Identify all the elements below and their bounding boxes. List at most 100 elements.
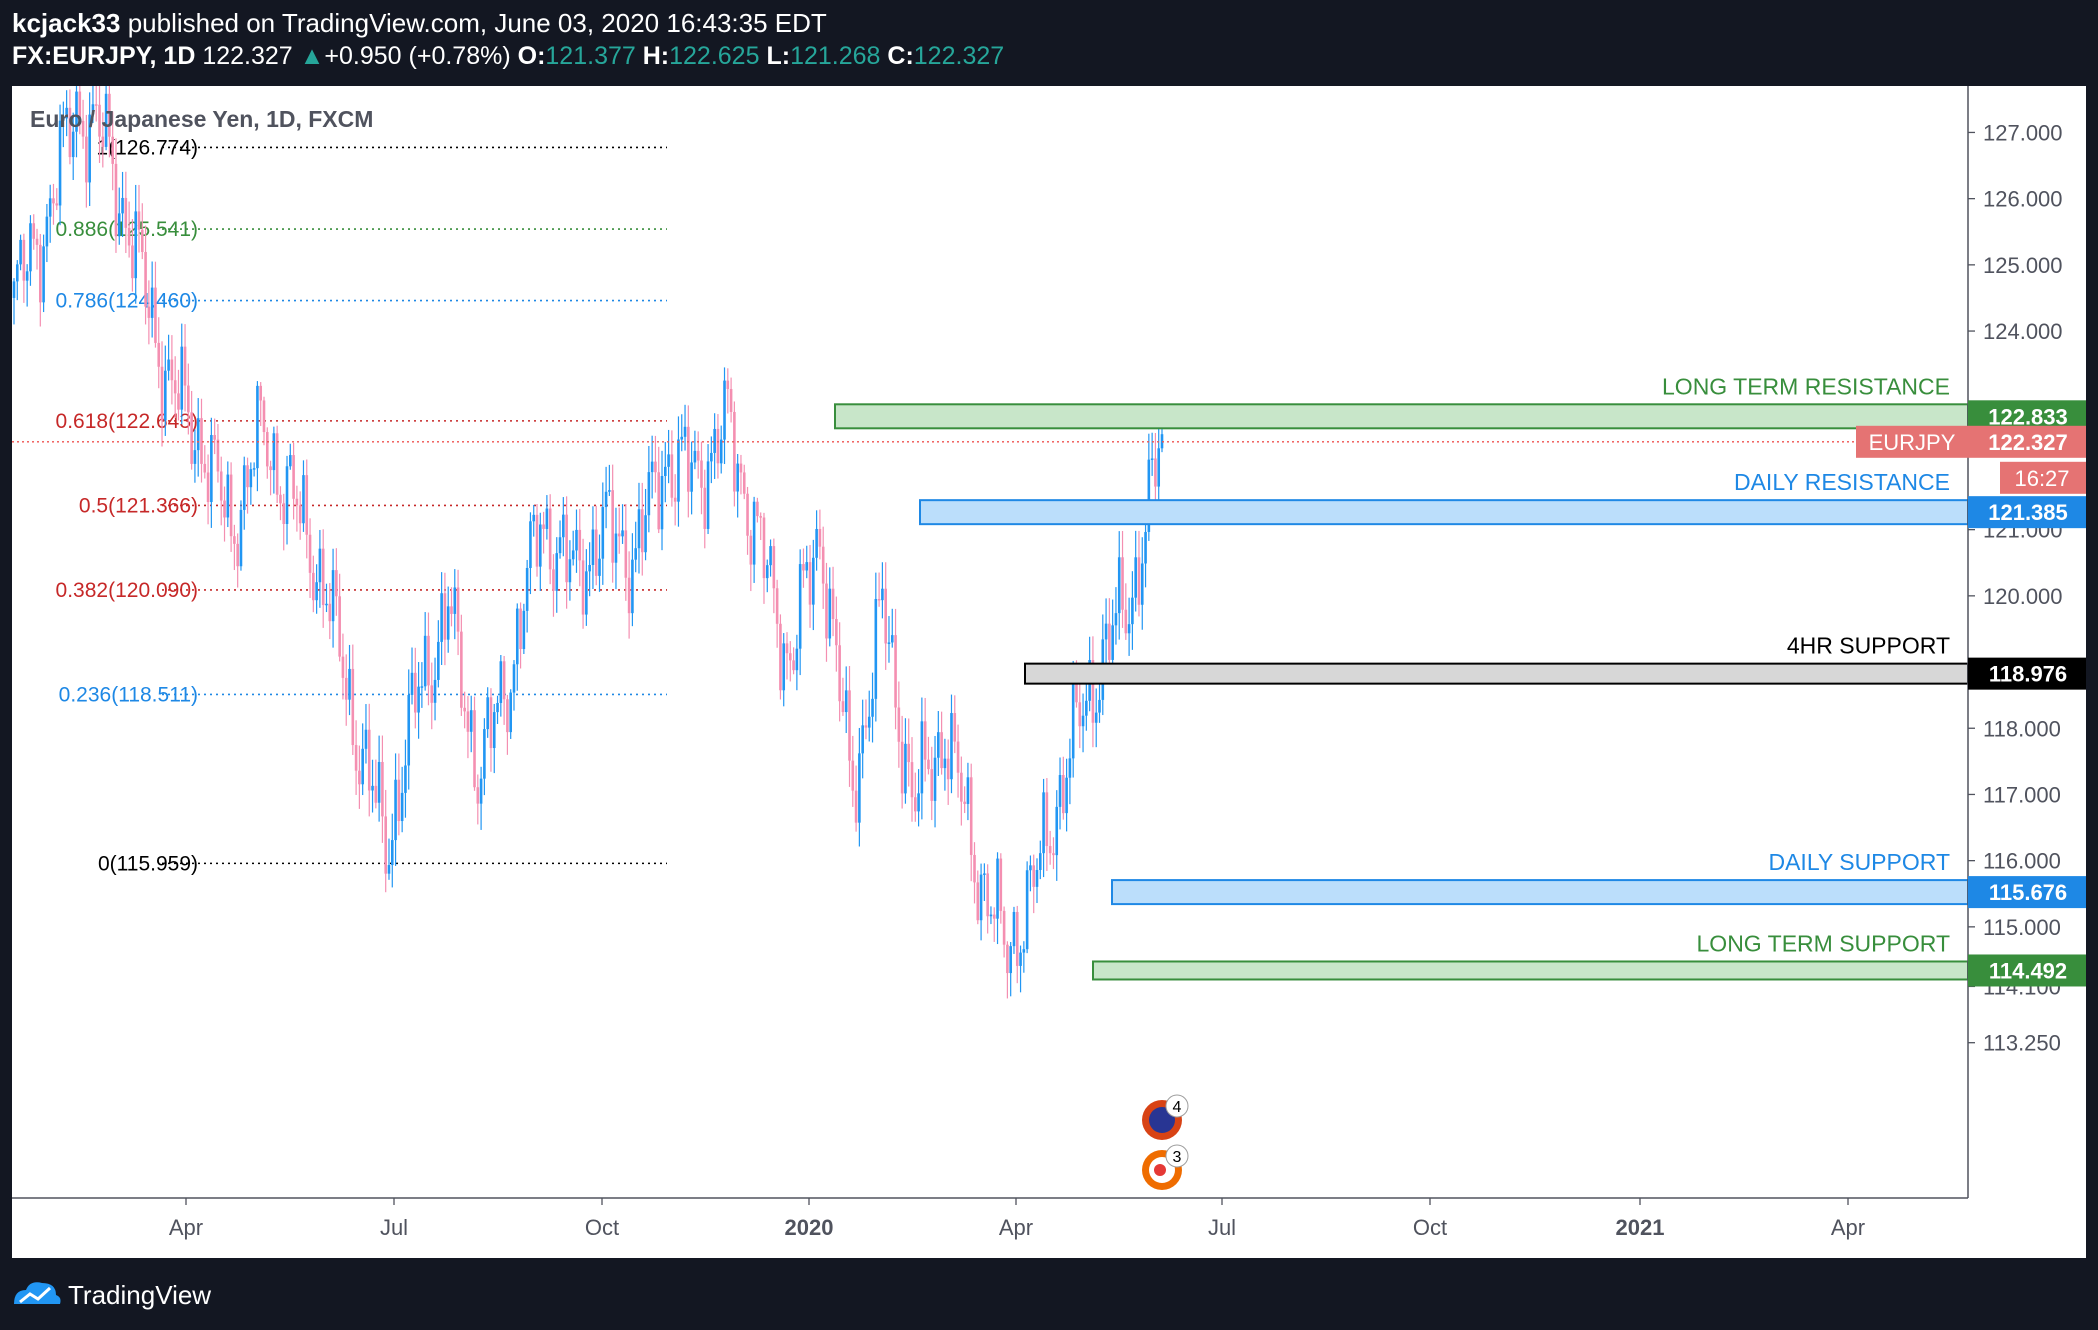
candle-body — [788, 653, 792, 661]
candle-body — [838, 645, 841, 702]
tradingview-brand[interactable]: TradingView — [68, 1280, 212, 1310]
candle-body — [759, 516, 762, 518]
candle-body — [94, 104, 98, 106]
candle-body — [765, 565, 769, 579]
candle-body — [877, 598, 881, 601]
candle-body — [861, 725, 864, 754]
zone-rect[interactable] — [1111, 879, 1969, 906]
candle-body — [12, 281, 16, 298]
candle-body — [943, 758, 947, 769]
chart-frame[interactable]: 1(126.774) 0.886(125.541) 0.786(124.460) 0.… — [12, 86, 2086, 1258]
candle-body — [509, 692, 512, 733]
candle-body — [752, 501, 756, 565]
candle-body — [1127, 624, 1131, 634]
candle-body — [216, 439, 220, 472]
candle-body — [690, 462, 693, 492]
time-axis[interactable]: Apr Jul Oct 2020 Apr Jul Oct 2021 Apr — [12, 1197, 1968, 1240]
candle-body — [736, 463, 739, 492]
publish-info: kcjack33 published on TradingView.com, J… — [12, 8, 827, 39]
candle-body — [75, 91, 78, 132]
candle-body — [907, 743, 911, 763]
candle-body — [1098, 699, 1101, 713]
zone-rect[interactable] — [919, 499, 1969, 526]
candle-body — [400, 792, 404, 822]
candle-body — [1009, 946, 1012, 974]
time-tick-label: Apr — [999, 1215, 1033, 1240]
candle-body — [443, 593, 447, 640]
candle-body — [62, 118, 65, 121]
candle-body — [381, 761, 384, 817]
zone-rect[interactable] — [834, 403, 1969, 430]
candle-body — [1055, 806, 1059, 856]
candle-body — [328, 603, 332, 622]
candle-body — [772, 546, 776, 589]
economic-events[interactable]: 4 3 — [1142, 1094, 1189, 1190]
candle-body — [900, 741, 904, 794]
candle-body — [446, 606, 450, 640]
price-tick-label: 120.000 — [1983, 584, 2063, 609]
candle-body — [640, 509, 644, 553]
candle-body — [835, 618, 838, 646]
zone-rect[interactable] — [1024, 662, 1969, 685]
candle-body — [960, 772, 963, 802]
candle-body — [1058, 775, 1062, 807]
candle-body — [828, 588, 832, 639]
zone-price-tag — [1968, 657, 2086, 690]
candle-body — [499, 661, 503, 703]
candle-body — [58, 120, 62, 206]
candle-body — [29, 223, 32, 272]
candle-body — [1140, 563, 1144, 605]
author-name[interactable]: kcjack33 — [12, 8, 121, 38]
high-label: H: — [642, 42, 670, 70]
candle-body — [627, 577, 631, 614]
candle-body — [98, 104, 101, 137]
candle-body — [117, 213, 121, 237]
candle-body — [1154, 458, 1157, 487]
candle-body — [190, 412, 193, 464]
zone-rect[interactable] — [1092, 960, 1969, 981]
candle-body — [101, 136, 105, 147]
candle-body — [233, 536, 236, 544]
candle-body — [562, 514, 565, 538]
candle-body — [473, 710, 476, 788]
price-chart[interactable]: 1(126.774) 0.886(125.541) 0.786(124.460) 0.… — [12, 86, 2086, 1258]
candle-body — [713, 428, 716, 453]
candle-body — [848, 690, 851, 761]
close-value: 122.327 — [913, 42, 1005, 70]
candle-body — [1157, 448, 1161, 487]
candle-body — [213, 435, 216, 440]
candle-body — [657, 472, 661, 530]
candle-body — [344, 677, 348, 700]
candle-body — [515, 608, 519, 665]
price-tick-label: 118.000 — [1983, 716, 2061, 741]
candle-body — [1022, 949, 1026, 953]
candle-body — [650, 461, 654, 473]
candle-body — [779, 623, 782, 691]
low-label: L: — [766, 42, 791, 70]
candle-body — [371, 785, 374, 791]
candle-body — [917, 793, 920, 812]
candle-body — [407, 694, 411, 766]
candle-body — [137, 211, 141, 230]
candle-body — [1121, 557, 1124, 610]
event-badge-bg — [1165, 1094, 1189, 1118]
candle-body — [664, 466, 667, 477]
candle-body — [361, 748, 364, 785]
candle-body — [956, 741, 960, 773]
candle-body — [710, 452, 713, 462]
symbol-tag — [1856, 425, 1968, 458]
candle-body — [647, 472, 651, 516]
price-axis[interactable]: 129.000128.000127.000126.000125.000124.0… — [1856, 86, 2086, 1198]
candle-body — [940, 732, 943, 769]
fib-level-label: 0.618(122.643) — [56, 410, 198, 433]
candle-body — [881, 588, 884, 601]
price-tick-label: 115.000 — [1983, 915, 2061, 940]
candle-body — [746, 493, 749, 536]
candle-body — [187, 385, 190, 413]
tradingview-logo-icon[interactable] — [12, 1278, 62, 1308]
candle-body — [654, 461, 657, 473]
candle-body — [1029, 865, 1032, 871]
time-tick-label: Apr — [1831, 1215, 1865, 1240]
candle-body — [588, 564, 591, 572]
candle-body — [85, 136, 88, 183]
